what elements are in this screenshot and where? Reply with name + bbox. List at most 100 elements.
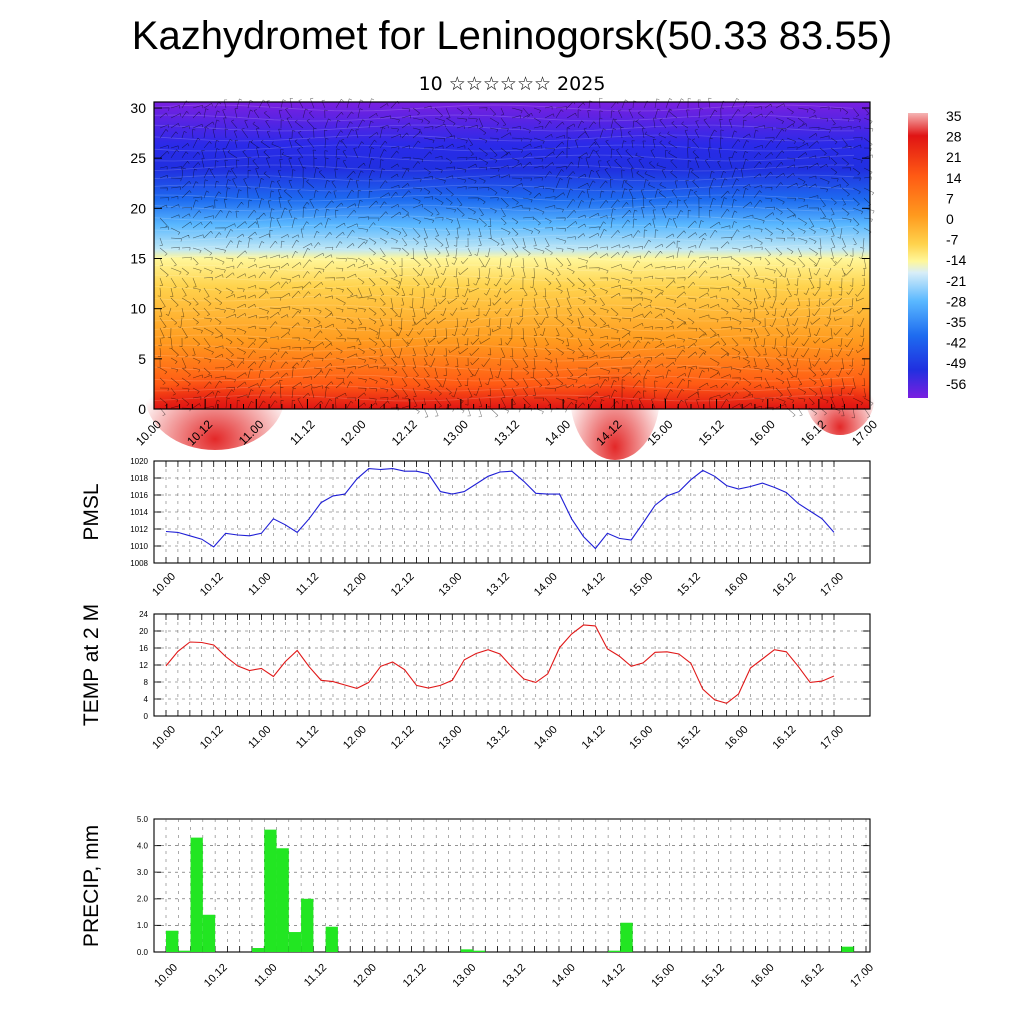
y-tick-label: 1010 [130, 542, 148, 551]
precip-bar [264, 829, 277, 952]
y-tick-label: 1012 [130, 525, 148, 534]
precip-bar [301, 898, 314, 952]
y-tick-label: 12 [139, 661, 148, 670]
contour-line [153, 304, 855, 312]
contour-line [153, 124, 854, 132]
x-tick-label: 13.00 [436, 571, 464, 599]
y-axis-label: PMSL [80, 483, 103, 540]
x-tick-label: 11.00 [252, 962, 279, 989]
y-tick-label: 30 [130, 100, 146, 116]
y-tick-label: 1014 [130, 508, 148, 517]
page-subtitle: 10 ☆☆☆☆☆☆ 2025 [418, 73, 606, 95]
y-tick-label: 1008 [130, 559, 148, 568]
heatmap-warm-core [145, 340, 285, 450]
x-tick-label: 11.12 [294, 571, 321, 598]
y-tick-label: 5.0 [137, 815, 149, 824]
y-tick-label: 0.0 [137, 948, 149, 957]
x-tick-label: 15.00 [627, 571, 655, 599]
precip-bar [202, 914, 216, 952]
x-tick-label: 16.12 [798, 962, 826, 990]
x-tick-label: 10.00 [150, 571, 178, 599]
y-tick-label: 8 [144, 678, 149, 687]
contour-line [153, 154, 855, 162]
colorbar-label: -49 [946, 355, 966, 371]
x-tick-label: 15.12 [675, 571, 703, 599]
y-tick-label: 5 [138, 351, 146, 367]
y-tick-label: 2.0 [137, 895, 149, 904]
colorbar-label: 14 [946, 170, 962, 186]
x-tick-label: 11.00 [246, 571, 273, 598]
y-tick-label: 20 [139, 627, 148, 636]
x-tick-label: 14.12 [580, 571, 608, 599]
y-tick-label: 4 [144, 695, 149, 704]
colorbar-label: 7 [946, 190, 954, 206]
x-tick-label: 15.12 [699, 962, 727, 990]
x-tick-label: 11.12 [302, 962, 329, 989]
colorbar-label: -14 [946, 252, 966, 268]
precip-panel: 5.0 4.0 3.0 2.0 1.0 0.010.00 10.12 11.00 11.12 12… [80, 815, 876, 990]
x-tick-label: 17.00 [848, 962, 876, 990]
page-title: Kazhydromet for Leninogorsk(50.33 83.55) [131, 14, 893, 58]
temp-panel: 24 20 16 12 8 4 010.00 10.12 11.00 11.12 12.00 12.1… [80, 604, 871, 752]
contour-line [153, 224, 855, 232]
precip-bar [166, 930, 179, 952]
y-tick-label: 4.0 [137, 841, 149, 850]
x-tick-label: 15.12 [675, 724, 703, 752]
colorbar-label: 35 [946, 108, 962, 124]
y-tick-label: 0 [138, 401, 146, 417]
x-tick-label: 15.12 [696, 417, 727, 448]
contour-line [153, 364, 855, 372]
x-tick-label: 12.12 [389, 724, 417, 752]
y-tick-label: 1.0 [137, 921, 149, 930]
x-tick-label: 12.00 [341, 724, 369, 752]
precip-bar [276, 848, 289, 952]
contour-line [153, 394, 855, 402]
x-tick-label: 16.00 [749, 962, 777, 990]
contour-line [153, 344, 855, 352]
plot-frame [153, 818, 871, 953]
contour-line [153, 264, 855, 272]
y-tick-label: 1018 [130, 474, 148, 483]
contour-line [153, 164, 855, 172]
contour-line [153, 244, 855, 252]
x-tick-label: 13.12 [500, 962, 528, 990]
x-tick-label: 14.00 [550, 962, 578, 990]
x-tick-label: 14.00 [542, 417, 573, 448]
x-tick-label: 10.12 [202, 962, 230, 990]
y-tick-label: 20 [130, 200, 146, 216]
y-tick-label: 3.0 [137, 868, 149, 877]
colorbar-label: -7 [946, 232, 959, 248]
x-tick-label: 12.00 [341, 571, 369, 599]
contour-line [153, 334, 855, 342]
x-tick-label: 10.00 [152, 962, 180, 990]
precip-bar [473, 950, 486, 952]
y-tick-label: 24 [139, 610, 148, 619]
precip-bar [608, 950, 621, 952]
contour-line [153, 284, 855, 292]
precip-bar [325, 926, 338, 952]
contour-line [153, 214, 855, 222]
contour-line [153, 274, 855, 282]
y-tick-label: 16 [139, 644, 148, 653]
x-tick-label: 16.12 [770, 571, 798, 599]
colorbar-label: 21 [946, 149, 962, 165]
x-tick-label: 10.12 [198, 571, 226, 599]
x-tick-label: 12.12 [389, 571, 417, 599]
precip-bar [841, 946, 854, 952]
x-tick-label: 12.12 [389, 417, 420, 448]
x-tick-label: 13.00 [436, 724, 464, 752]
x-tick-label: 14.12 [580, 724, 608, 752]
x-tick-label: 12.00 [351, 962, 379, 990]
x-tick-label: 11.12 [287, 417, 318, 448]
x-tick-label: 12.00 [338, 417, 369, 448]
series-line [165, 468, 835, 550]
contour-line [153, 184, 855, 192]
contour-line [153, 294, 855, 302]
x-tick-label: 11.00 [246, 724, 273, 751]
contour-line [153, 204, 855, 212]
y-tick-label: 1016 [130, 491, 148, 500]
series-line [165, 624, 835, 704]
contour-line [153, 144, 855, 152]
